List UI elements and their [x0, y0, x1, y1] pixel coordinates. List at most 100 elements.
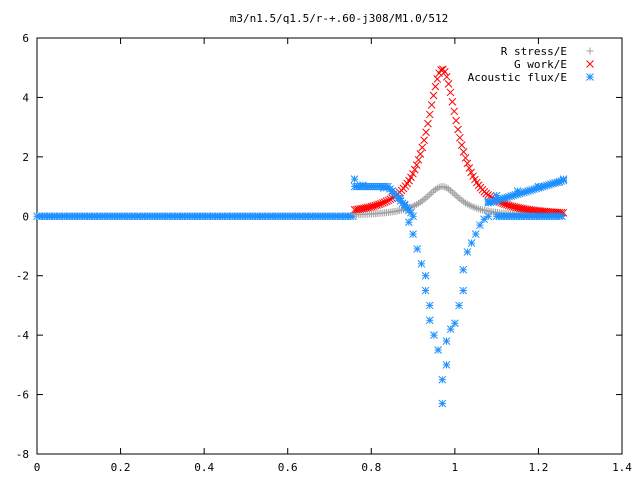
g-work-point [457, 141, 466, 150]
axis-ticks: 0 0.2 0.4 0.6 0.8 1 1.2 1.4 6 4 2 0 -2 -4 -6 -8 [16, 32, 633, 474]
y-tick-label: -2 [16, 270, 29, 283]
g-work-point [414, 155, 423, 164]
x-tick-label: 1.2 [528, 461, 548, 474]
g-work-point [467, 168, 476, 177]
acoustic-flux-point [557, 212, 566, 221]
legend-label: R stress/E [501, 45, 567, 58]
acoustic-flux-point [455, 301, 463, 310]
acoustic-flux-point [559, 176, 568, 185]
g-work-point [456, 133, 464, 142]
g-work-point [437, 65, 445, 74]
y-tick-label: 2 [22, 151, 29, 164]
g-work-point [442, 72, 451, 81]
g-work-point [440, 67, 449, 76]
g-work-point [427, 101, 436, 109]
acoustic-flux-point [459, 265, 468, 274]
acoustic-flux-point [463, 248, 472, 256]
acoustic-flux-point [350, 175, 359, 183]
acoustic-flux-point [425, 301, 434, 310]
acoustic-flux-point [349, 212, 357, 221]
acoustic-flux-point [407, 208, 415, 217]
acoustic-flux-point [430, 331, 438, 339]
g-work-point [431, 82, 440, 91]
g-work-point [422, 128, 430, 137]
plot-frame [36, 37, 623, 455]
acoustic-flux-point [459, 286, 468, 295]
acoustic-flux-point [476, 221, 484, 230]
acoustic-flux-point [405, 218, 413, 227]
g-work-point [382, 197, 391, 206]
g-work-point [429, 91, 438, 100]
g-work-point [410, 165, 419, 174]
r-stress-point [422, 194, 430, 202]
y-tick-label: 6 [22, 32, 29, 45]
g-work-point [463, 159, 472, 168]
data-points [33, 47, 594, 408]
x-tick-label: 1 [452, 461, 459, 474]
g-work-point [424, 119, 432, 128]
g-work-point [416, 150, 425, 158]
acoustic-flux-point [480, 215, 488, 224]
acoustic-flux-point [438, 399, 447, 408]
g-work-point [420, 136, 428, 145]
acoustic-flux-point [451, 319, 459, 328]
acoustic-flux-point [471, 230, 480, 238]
y-tick-label: -6 [16, 389, 29, 402]
r-stress-point [428, 189, 436, 197]
x-tick-label: 0.2 [111, 461, 131, 474]
acoustic-flux-point [467, 239, 476, 247]
g-work-point [409, 169, 417, 178]
g-work-point [465, 164, 474, 172]
x-tick-label: 0.6 [278, 461, 298, 474]
g-work-point [459, 148, 468, 156]
r-stress-point [454, 193, 462, 201]
acoustic-flux-point [425, 316, 434, 325]
x-tick-label: 0.8 [361, 461, 381, 474]
acoustic-flux-point [413, 245, 422, 253]
g-work-point [412, 161, 421, 169]
acoustic-flux-point [442, 361, 451, 369]
g-work-point [433, 75, 442, 83]
g-work-point [425, 110, 434, 119]
y-tick-label: -4 [16, 329, 30, 342]
y-tick-label: 0 [22, 210, 29, 223]
acoustic-flux-point [484, 212, 493, 221]
g-work-point [418, 143, 427, 152]
legend-label: G work/E [514, 58, 567, 71]
g-work-point [378, 199, 387, 207]
y-tick-label: 4 [22, 91, 29, 104]
x-tick-label: 1.4 [612, 461, 632, 474]
g-work-point [452, 116, 460, 125]
chart-title: m3/n1.5/q1.5/r-+.60-j308/M1.0/512 [230, 12, 449, 25]
g-work-point [461, 154, 470, 162]
g-work-point [444, 80, 453, 88]
legend-label: Acoustic flux/E [468, 71, 567, 84]
legend-marker [586, 47, 594, 55]
g-work-point [454, 125, 462, 134]
r-stress-point [450, 190, 458, 198]
acoustic-flux-point [438, 375, 447, 384]
acoustic-flux-point [409, 230, 417, 238]
r-stress-point [448, 188, 456, 196]
g-work-point [384, 196, 393, 205]
g-work-point [380, 198, 389, 207]
acoustic-flux-point [434, 346, 442, 354]
r-stress-point [424, 192, 432, 200]
g-work-point [450, 107, 459, 116]
g-work-point [446, 88, 455, 97]
acoustic-flux-point [446, 325, 455, 334]
g-work-point [407, 173, 415, 182]
acoustic-flux-point [421, 271, 430, 280]
g-work-point [386, 195, 395, 204]
r-stress-point [452, 192, 460, 200]
acoustic-flux-point [442, 337, 451, 345]
r-stress-point [426, 190, 434, 198]
y-tick-label: -8 [16, 448, 29, 461]
legend-marker [586, 60, 594, 68]
x-tick-label: 0 [34, 461, 41, 474]
acoustic-flux-point [421, 286, 430, 295]
acoustic-flux-point [417, 259, 426, 268]
g-work-point [448, 97, 457, 106]
